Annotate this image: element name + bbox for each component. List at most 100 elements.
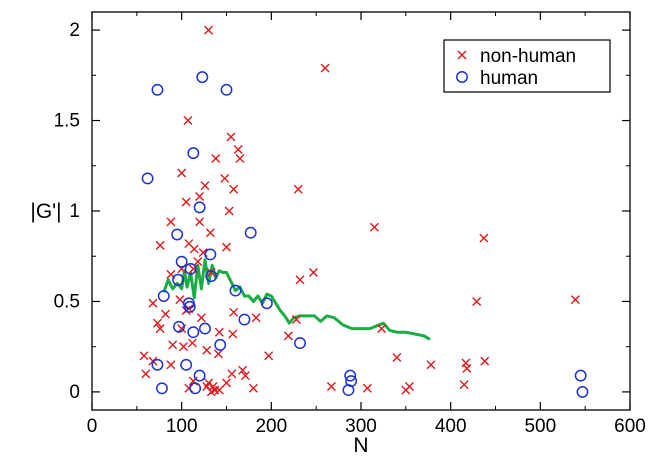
- x-tick-label: 200: [255, 416, 287, 437]
- human-point: [193, 369, 206, 382]
- non-human-point: [141, 369, 151, 379]
- non-human-point: [205, 228, 215, 238]
- x-tick-label: 100: [166, 416, 198, 437]
- non-human-point: [206, 268, 216, 278]
- legend-label: non-human: [480, 46, 576, 67]
- non-human-point: [248, 383, 258, 393]
- human-point: [141, 172, 154, 185]
- human-point: [199, 322, 211, 335]
- non-human-point: [193, 257, 203, 267]
- non-human-point: [459, 380, 469, 390]
- non-human-point: [291, 315, 301, 325]
- human-point: [184, 262, 197, 275]
- human-point: [155, 382, 168, 395]
- human-point: [214, 338, 227, 351]
- non-human-point: [195, 192, 205, 202]
- non-human-point: [229, 184, 239, 194]
- human-point: [294, 337, 306, 350]
- human-point: [576, 385, 589, 398]
- human-point: [172, 273, 185, 286]
- non-human-point: [480, 356, 490, 366]
- non-human-point: [222, 378, 231, 388]
- legend-box: [443, 39, 611, 93]
- human-point: [204, 248, 217, 261]
- non-human-point: [308, 268, 318, 278]
- human-point: [238, 313, 251, 326]
- non-human-point: [293, 184, 303, 194]
- human-point: [180, 358, 193, 371]
- non-human-point: [166, 360, 176, 370]
- non-human-point: [228, 329, 238, 339]
- human-point: [260, 297, 273, 310]
- non-human-point: [211, 154, 221, 164]
- non-human-point: [187, 338, 197, 348]
- legend-marker-human: [456, 71, 468, 83]
- x-tick-label: 600: [614, 416, 646, 437]
- non-human-point: [195, 217, 205, 227]
- non-human-point: [220, 173, 230, 183]
- legend-label: human: [480, 68, 538, 89]
- legend-marker-non-human: [457, 50, 467, 60]
- non-human-point: [226, 132, 236, 142]
- human-point: [171, 228, 184, 241]
- non-human-point: [181, 197, 191, 207]
- non-human-point: [227, 369, 237, 379]
- human-point: [187, 147, 200, 160]
- non-human-point: [177, 168, 187, 178]
- human-point: [173, 320, 185, 333]
- non-human-point: [377, 324, 387, 334]
- y-tick-label: 1: [69, 201, 80, 222]
- non-human-point: [204, 25, 214, 35]
- non-human-point: [155, 240, 165, 250]
- y-tick-label: 2: [69, 20, 80, 41]
- non-human-point: [295, 275, 305, 285]
- non-human-point: [166, 217, 176, 227]
- human-point: [344, 369, 357, 382]
- non-human-point: [251, 313, 261, 323]
- non-human-point: [264, 351, 274, 361]
- human-point: [229, 284, 242, 297]
- non-human-point: [462, 363, 472, 373]
- non-human-point: [200, 181, 210, 191]
- y-tick-label: 1.5: [54, 111, 80, 132]
- human-point: [187, 326, 200, 339]
- y-axis-label: |G'|: [30, 200, 61, 223]
- non-human-point: [188, 264, 198, 274]
- human-point: [193, 201, 206, 214]
- non-human-point: [362, 383, 372, 393]
- human-point: [189, 382, 202, 395]
- non-human-point: [139, 351, 149, 361]
- human-point: [220, 83, 233, 96]
- axis-ticks: 0 100 200 300 400 500 600 0 0.5 1 1.5 2: [54, 12, 646, 437]
- x-tick-label: 400: [435, 416, 467, 437]
- human-point: [244, 226, 257, 239]
- non-human-point: [570, 295, 580, 305]
- non-human-point: [148, 298, 158, 308]
- y-tick-label: 0: [69, 382, 80, 403]
- non-human-point: [229, 307, 239, 317]
- non-human-point: [233, 144, 243, 154]
- x-tick-label: 500: [524, 416, 556, 437]
- human-point: [151, 83, 164, 96]
- non-human-point: [222, 242, 231, 252]
- non-human-point: [196, 313, 206, 323]
- non-human-point: [426, 360, 436, 370]
- non-human-point: [175, 295, 185, 305]
- non-human-point: [369, 222, 379, 232]
- non-human-point: [189, 244, 199, 254]
- non-human-point: [161, 309, 171, 319]
- non-human-point: [320, 63, 330, 73]
- non-human-point: [238, 365, 248, 375]
- non-human-point: [168, 340, 178, 350]
- non-human-point: [183, 116, 193, 126]
- non-human-point: [235, 154, 245, 164]
- human-point: [183, 300, 196, 313]
- non-human-point: [152, 318, 162, 328]
- x-axis-label: N: [353, 434, 368, 456]
- human-point: [196, 71, 209, 84]
- non-human-point: [401, 385, 411, 395]
- plot-area: [139, 25, 589, 398]
- non-human-point: [224, 206, 234, 216]
